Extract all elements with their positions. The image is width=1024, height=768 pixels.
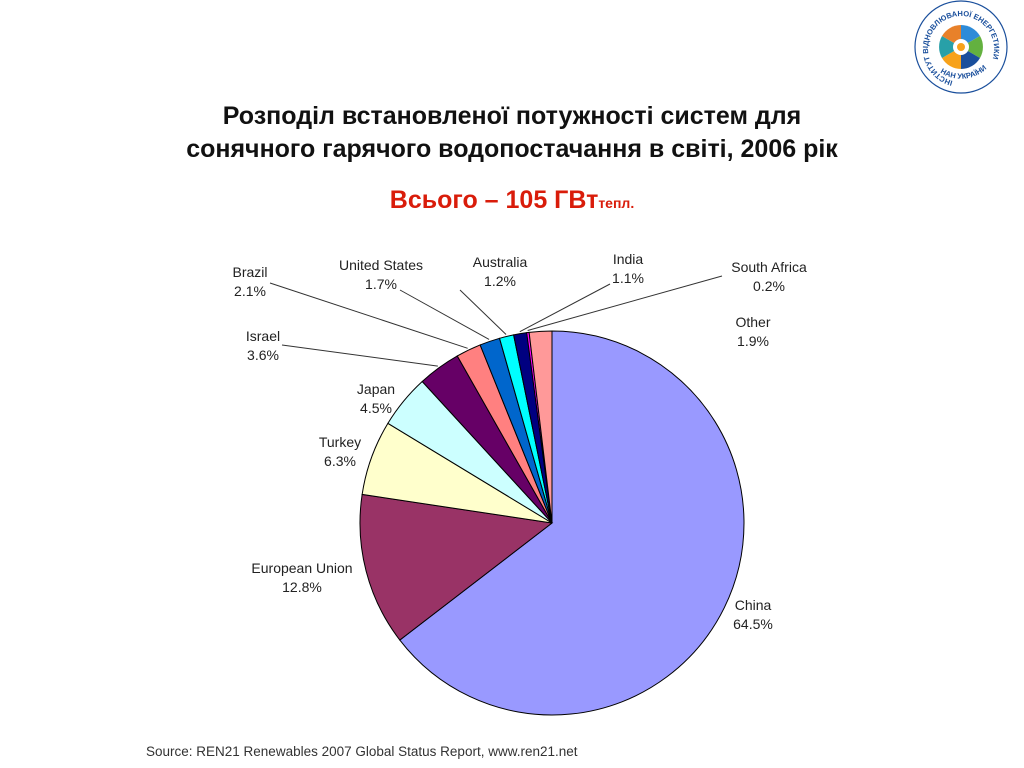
slice-label-israel: Israel <box>246 328 280 344</box>
pie-slices <box>359 330 745 716</box>
leader-line-israel <box>281 344 438 367</box>
slice-value-brazil: 2.1% <box>234 283 266 299</box>
slice-value-india: 1.1% <box>612 270 644 286</box>
slice-label-united-states: United States <box>339 257 423 273</box>
pie-labels: China 64.5% European Union 12.8% Turkey 6.3% J… <box>232 251 806 632</box>
slide-title-line-1: Розподіл встановленої потужності систем … <box>222 102 802 130</box>
slice-value-china: 64.5% <box>733 616 773 632</box>
slice-value-japan: 4.5% <box>360 400 392 416</box>
slice-label-south-africa: South Africa <box>731 259 807 275</box>
slice-label-turkey: Turkey <box>319 434 361 450</box>
slice-label-other: Other <box>735 314 770 330</box>
source-note: Source: REN21 Renewables 2007 Global Sta… <box>146 744 578 759</box>
slice-value-turkey: 6.3% <box>324 453 356 469</box>
slice-value-other: 1.9% <box>737 333 769 349</box>
total-capacity-value: Всього – 105 ГВт <box>389 186 599 214</box>
slice-label-brazil: Brazil <box>232 264 267 280</box>
leader-line-united-states <box>399 289 490 340</box>
leader-line-australia <box>459 289 507 335</box>
pie-slice-china <box>399 330 745 716</box>
slice-label-china: China <box>735 597 772 613</box>
slice-label-european-union: European Union <box>251 560 352 576</box>
pie-slice-other <box>528 330 553 524</box>
slice-value-south-africa: 0.2% <box>753 278 785 294</box>
slice-label-australia: Australia <box>473 254 528 270</box>
slice-value-european-union: 12.8% <box>282 579 322 595</box>
slice-value-israel: 3.6% <box>247 347 279 363</box>
total-capacity-unit-subscript: тепл. <box>598 195 635 211</box>
slice-value-australia: 1.2% <box>484 273 516 289</box>
leader-line-india <box>519 283 611 333</box>
slice-label-india: India <box>613 251 644 267</box>
logo-emblem-icon <box>939 25 983 69</box>
total-capacity: Всього – 105 ГВттепл. <box>0 186 1024 215</box>
slice-value-united-states: 1.7% <box>365 276 397 292</box>
leader-line-brazil <box>269 282 468 349</box>
slice-label-japan: Japan <box>357 381 395 397</box>
pie-slice-european-union <box>359 493 554 641</box>
institute-logo: ІНСТИТУТ ВІДНОВЛЮВАНОЇ ЕНЕРГЕТИКИ НАН УК… <box>914 0 1008 94</box>
leader-line-south-africa <box>527 275 723 332</box>
pie-leader-lines <box>269 275 723 367</box>
slide-title-line-2: сонячного гарячого водопостачання в світ… <box>186 135 838 163</box>
